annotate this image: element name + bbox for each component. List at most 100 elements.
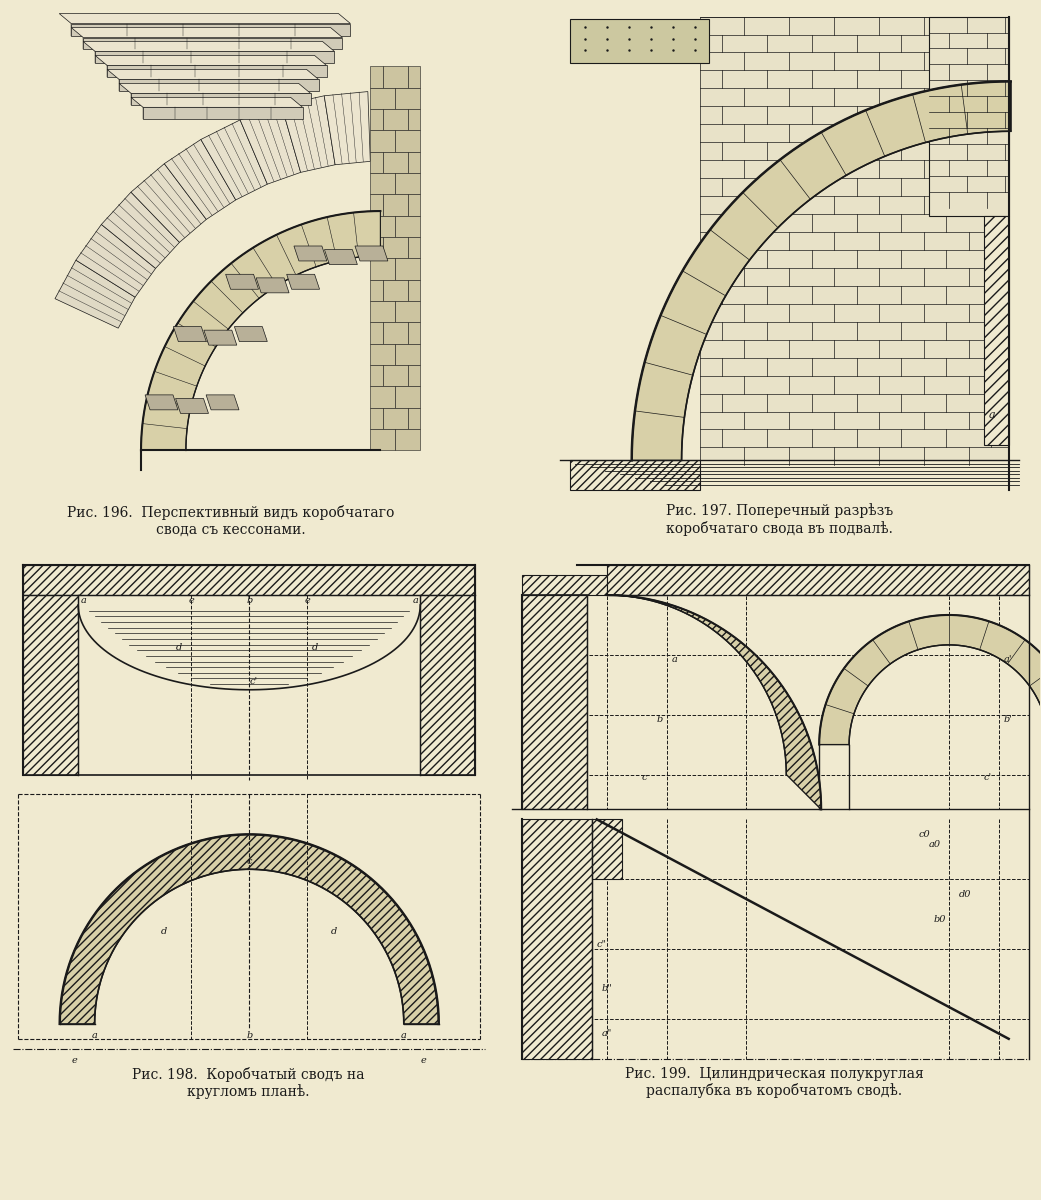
Bar [23,565,475,595]
Polygon shape [371,216,396,238]
Polygon shape [59,13,351,24]
Polygon shape [174,326,206,342]
Polygon shape [408,109,421,131]
Polygon shape [71,24,351,36]
Polygon shape [396,216,421,238]
Polygon shape [396,88,421,109]
Polygon shape [383,151,408,173]
Polygon shape [256,278,289,293]
Polygon shape [607,595,821,810]
Polygon shape [383,238,408,258]
Polygon shape [371,131,396,151]
Text: a: a [80,596,86,606]
Polygon shape [286,275,320,289]
Polygon shape [119,83,310,94]
Polygon shape [240,106,301,184]
Polygon shape [201,120,268,200]
Polygon shape [55,260,135,328]
Text: d: d [312,643,319,652]
Text: a: a [401,1031,407,1040]
Polygon shape [371,408,383,430]
Polygon shape [131,163,206,242]
Bar [984,216,1009,445]
Text: a: a [412,596,418,606]
Bar [23,595,78,774]
Polygon shape [383,365,408,386]
Text: e: e [72,1056,78,1066]
Text: Рис. 197. Поперечный разрѣзъ
коробчатаго свода въ подвалѣ.: Рис. 197. Поперечный разрѣзъ коробчатаго… [665,503,893,535]
Polygon shape [383,323,408,343]
Text: a: a [989,410,995,420]
Bar [421,595,475,774]
Polygon shape [408,194,421,216]
Bar [522,595,587,810]
Bar [929,17,1009,216]
Polygon shape [383,280,408,301]
Text: d: d [176,643,182,652]
Polygon shape [396,131,421,151]
Bar [569,18,710,64]
Polygon shape [408,323,421,343]
Text: b": b" [602,984,612,994]
Polygon shape [206,395,239,410]
Polygon shape [234,326,268,342]
Bar [522,820,592,1058]
Polygon shape [145,395,178,410]
Text: c: c [641,773,648,782]
Polygon shape [325,250,357,264]
Polygon shape [107,66,327,77]
Polygon shape [371,343,396,365]
Text: b0: b0 [934,914,946,924]
Polygon shape [59,834,438,1024]
Polygon shape [204,330,236,346]
Polygon shape [383,66,408,88]
Text: e: e [305,596,310,606]
Bar [569,461,700,491]
Bar [522,575,607,595]
Polygon shape [119,79,319,91]
Polygon shape [632,82,1011,461]
Polygon shape [371,386,396,408]
Text: Рис. 198.  Коробчатый сводъ на
кругломъ планѣ.: Рис. 198. Коробчатый сводъ на кругломъ п… [132,1067,365,1099]
Polygon shape [281,96,335,173]
Text: c': c' [249,677,257,686]
Polygon shape [371,365,383,386]
Bar [607,565,1029,595]
Text: d: d [161,926,168,936]
Text: e: e [188,596,194,606]
Polygon shape [396,386,421,408]
Polygon shape [71,28,342,37]
Text: Рис. 199.  Цилиндрическая полукруглая
распалубка въ коробчатомъ сводѣ.: Рис. 199. Цилиндрическая полукруглая рас… [625,1067,923,1098]
Text: a: a [671,655,678,665]
Polygon shape [107,70,319,79]
Text: b: b [246,1031,252,1040]
Polygon shape [131,97,303,107]
Polygon shape [164,139,235,220]
Text: a": a" [602,1030,612,1038]
Polygon shape [176,398,208,414]
Text: Рис. 196.  Перспективный видъ коробчатаго
свода съ кессонами.: Рис. 196. Перспективный видъ коробчатаго… [67,505,395,536]
Polygon shape [371,194,383,216]
Polygon shape [226,275,258,289]
Polygon shape [396,173,421,194]
Text: a': a' [1004,655,1012,665]
Text: e: e [421,1056,427,1066]
Polygon shape [408,408,421,430]
Polygon shape [408,238,421,258]
Text: b: b [657,715,663,724]
Text: d0: d0 [959,889,971,899]
Polygon shape [383,194,408,216]
Text: c': c' [984,773,992,782]
Polygon shape [371,173,396,194]
Polygon shape [131,94,310,106]
Polygon shape [76,224,155,298]
Polygon shape [141,211,380,450]
Polygon shape [408,151,421,173]
Text: d: d [331,926,337,936]
Polygon shape [101,192,179,269]
Polygon shape [95,52,334,64]
Polygon shape [371,109,383,131]
Bar [700,17,1009,461]
Polygon shape [355,246,388,260]
Polygon shape [371,258,396,280]
